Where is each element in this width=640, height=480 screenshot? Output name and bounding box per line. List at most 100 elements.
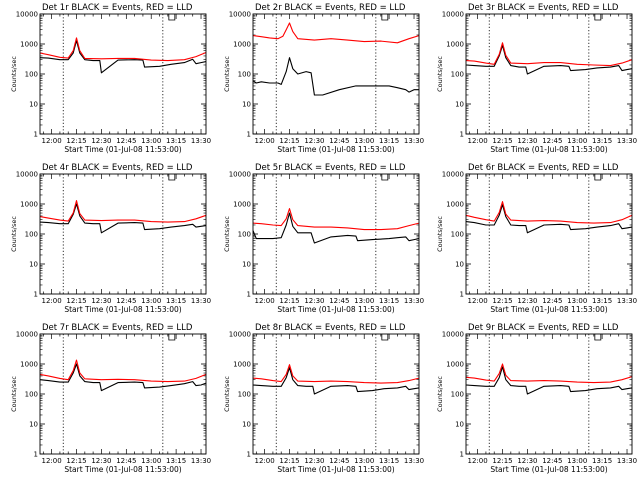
plot-frame	[465, 333, 633, 455]
series-events-line	[465, 204, 633, 234]
notch-mark	[168, 14, 176, 21]
y-axis-label: Counts/sec	[436, 216, 444, 252]
x-tick-label: 13:00	[141, 297, 161, 305]
y-axis-label: Counts/sec	[10, 216, 18, 252]
series-events-line	[252, 212, 420, 244]
y-tick-label: 10	[242, 101, 251, 109]
y-axis-label: Counts/sec	[436, 376, 444, 412]
y-tick-label: 10000	[16, 11, 38, 19]
x-axis-label: Start Time (01-Jul-08 11:53:00)	[64, 465, 181, 474]
x-tick-label: 12:15	[66, 457, 86, 465]
y-tick-label: 10	[455, 421, 464, 429]
y-tick-label: 1	[247, 131, 251, 139]
notch-mark	[168, 174, 176, 181]
x-tick-label: 12:30	[517, 297, 537, 305]
y-tick-label: 1000	[446, 361, 464, 369]
panel-title: Det 1r BLACK = Events, RED = LLD	[42, 3, 193, 13]
y-axis-label: Counts/sec	[10, 56, 18, 92]
x-axis-label: Start Time (01-Jul-08 11:53:00)	[64, 305, 181, 314]
y-tick-label: 10	[29, 101, 38, 109]
plot-frame	[39, 173, 207, 295]
x-tick-label: 13:30	[191, 137, 211, 145]
panel-det-1: Det 1r BLACK = Events, RED = LLD 1 10 100 10…	[10, 3, 211, 154]
y-tick-label: 1	[34, 291, 38, 299]
panel-title: Det 3r BLACK = Events, RED = LLD	[468, 3, 619, 13]
x-tick-label: 13:30	[617, 297, 637, 305]
plot-frame	[252, 333, 420, 455]
x-tick-label: 13:15	[379, 297, 399, 305]
panel-title: Det 5r BLACK = Events, RED = LLD	[255, 163, 406, 173]
series-lld-line	[465, 42, 633, 67]
x-tick-label: 12:00	[42, 297, 62, 305]
notch-mark	[594, 14, 602, 21]
y-tick-label: 10	[242, 261, 251, 269]
series-lld-line	[39, 359, 207, 383]
y-tick-label: 10000	[442, 331, 464, 339]
y-tick-label: 1	[460, 131, 464, 139]
series-events-line	[465, 366, 633, 395]
x-tick-label: 13:00	[354, 137, 374, 145]
x-axis-label: Start Time (01-Jul-08 11:53:00)	[490, 465, 607, 474]
y-tick-label: 10	[455, 101, 464, 109]
y-tick-label: 10	[29, 261, 38, 269]
y-tick-label: 1	[34, 131, 38, 139]
x-axis-label: Start Time (01-Jul-08 11:53:00)	[64, 145, 181, 154]
y-tick-label: 100	[451, 391, 464, 399]
y-tick-label: 100	[451, 231, 464, 239]
series-events-line	[39, 363, 207, 392]
x-tick-label: 12:00	[468, 137, 488, 145]
panel-title: Det 6r BLACK = Events, RED = LLD	[468, 163, 619, 173]
x-tick-label: 12:15	[492, 137, 512, 145]
y-tick-label: 10000	[442, 11, 464, 19]
x-tick-label: 13:30	[617, 457, 637, 465]
series-events-line	[39, 203, 207, 234]
notch-mark	[594, 334, 602, 341]
y-tick-label: 100	[238, 231, 251, 239]
y-tick-label: 1000	[233, 201, 251, 209]
x-tick-label: 13:15	[592, 297, 612, 305]
x-tick-label: 12:15	[492, 297, 512, 305]
series-lld-line	[465, 201, 633, 224]
x-tick-label: 12:30	[91, 457, 111, 465]
series-events-line	[465, 44, 633, 75]
notch-mark	[381, 334, 389, 341]
x-tick-label: 12:00	[255, 297, 275, 305]
panel-title: Det 8r BLACK = Events, RED = LLD	[255, 323, 406, 333]
x-tick-label: 12:45	[116, 137, 136, 145]
y-tick-label: 1000	[233, 361, 251, 369]
series-events-line	[252, 367, 420, 395]
x-tick-label: 12:00	[42, 137, 62, 145]
notch-mark	[594, 174, 602, 181]
plot-frame	[465, 13, 633, 135]
y-tick-label: 1000	[20, 41, 38, 49]
x-tick-label: 13:00	[141, 137, 161, 145]
x-tick-label: 12:30	[304, 297, 324, 305]
x-axis-label: Start Time (01-Jul-08 11:53:00)	[490, 305, 607, 314]
x-tick-label: 12:00	[255, 457, 275, 465]
x-tick-label: 12:30	[304, 137, 324, 145]
panel-det-7: Det 7r BLACK = Events, RED = LLD 1 10 100 10…	[10, 323, 211, 474]
x-tick-label: 13:30	[617, 137, 637, 145]
y-tick-label: 100	[25, 231, 38, 239]
x-tick-label: 12:15	[279, 457, 299, 465]
x-tick-label: 13:00	[567, 137, 587, 145]
y-axis-label: Counts/sec	[10, 376, 18, 412]
series-lld-line	[39, 37, 207, 62]
series-lld-line	[252, 22, 420, 44]
y-tick-label: 100	[25, 71, 38, 79]
x-tick-label: 12:15	[66, 137, 86, 145]
x-tick-label: 12:45	[116, 297, 136, 305]
y-tick-label: 10000	[229, 171, 251, 179]
y-axis-label: Counts/sec	[223, 216, 231, 252]
notch-mark	[381, 174, 389, 181]
notch-mark	[381, 14, 389, 21]
series-events-line	[39, 40, 207, 74]
y-tick-label: 10000	[442, 171, 464, 179]
x-tick-label: 12:30	[517, 457, 537, 465]
plot-frame	[252, 173, 420, 295]
x-tick-label: 12:45	[329, 457, 349, 465]
x-tick-label: 13:15	[166, 297, 186, 305]
y-tick-label: 100	[238, 71, 251, 79]
y-tick-label: 100	[238, 391, 251, 399]
x-tick-label: 12:00	[468, 457, 488, 465]
